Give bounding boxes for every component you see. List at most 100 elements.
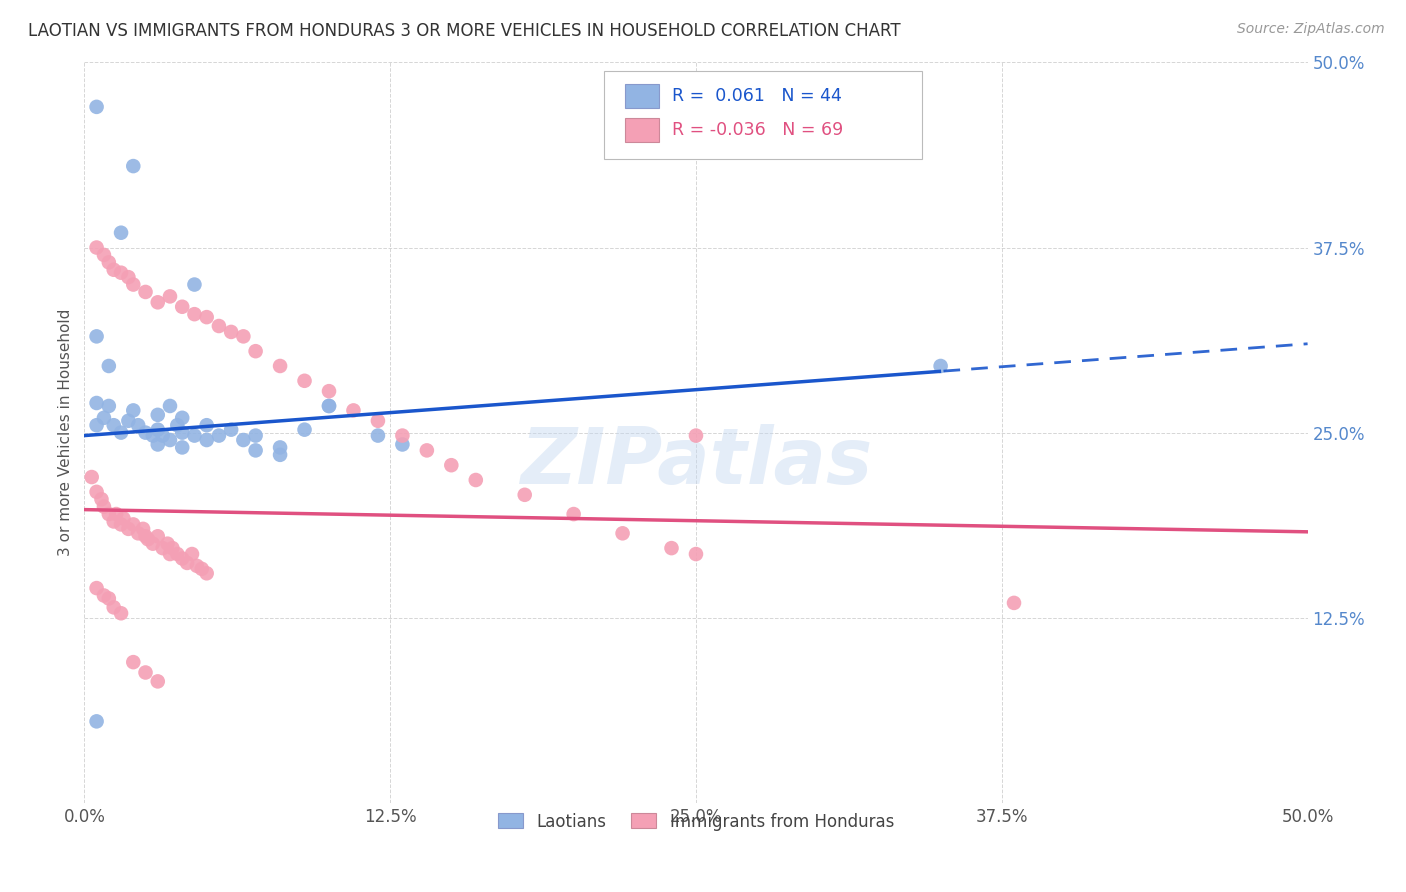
Point xyxy=(172,551,194,566)
Point xyxy=(86,484,108,499)
Point xyxy=(86,418,108,433)
Point xyxy=(93,589,115,603)
Point xyxy=(318,399,340,413)
Text: ZIPatlas: ZIPatlas xyxy=(520,425,872,500)
Point xyxy=(93,500,115,514)
Point xyxy=(191,562,214,576)
Point xyxy=(166,418,188,433)
Point xyxy=(117,414,139,428)
Point xyxy=(195,310,218,325)
Point xyxy=(685,547,707,561)
Point xyxy=(159,289,181,303)
Point xyxy=(110,425,132,440)
Point xyxy=(146,437,169,451)
Point xyxy=(97,255,120,269)
Point xyxy=(176,556,198,570)
Point xyxy=(122,159,145,173)
Point xyxy=(86,581,108,595)
Point xyxy=(152,428,174,442)
Point xyxy=(97,507,120,521)
Point xyxy=(929,359,952,373)
Point xyxy=(685,428,707,442)
Point xyxy=(80,470,103,484)
Point xyxy=(127,526,149,541)
Point xyxy=(208,318,231,333)
Point xyxy=(159,547,181,561)
Bar xyxy=(626,84,659,108)
Point xyxy=(135,425,157,440)
Point xyxy=(122,277,145,292)
Point xyxy=(103,418,125,433)
Point xyxy=(232,329,254,343)
Point xyxy=(245,443,267,458)
Point xyxy=(562,507,585,521)
Point xyxy=(142,536,165,550)
Point xyxy=(166,547,188,561)
Point xyxy=(146,674,169,689)
Point xyxy=(219,325,242,339)
Point xyxy=(318,399,340,413)
Point xyxy=(117,270,139,285)
Text: LAOTIAN VS IMMIGRANTS FROM HONDURAS 3 OR MORE VEHICLES IN HOUSEHOLD CORRELATION : LAOTIAN VS IMMIGRANTS FROM HONDURAS 3 OR… xyxy=(28,22,901,40)
Point xyxy=(122,403,145,417)
Point xyxy=(172,410,194,425)
Point xyxy=(440,458,463,473)
Point xyxy=(367,414,389,428)
Point xyxy=(86,240,108,255)
Point xyxy=(245,428,267,442)
Point xyxy=(342,403,364,417)
Point xyxy=(269,441,291,455)
Point xyxy=(152,541,174,555)
Point xyxy=(208,428,231,442)
Point xyxy=(172,425,194,440)
Point xyxy=(110,266,132,280)
Point xyxy=(135,529,157,543)
Point xyxy=(1002,596,1025,610)
Point xyxy=(110,517,132,532)
Text: Source: ZipAtlas.com: Source: ZipAtlas.com xyxy=(1237,22,1385,37)
Point xyxy=(245,344,267,359)
Point xyxy=(135,665,157,680)
Point xyxy=(186,558,208,573)
Point xyxy=(183,428,205,442)
Point xyxy=(181,547,204,561)
Point xyxy=(612,526,634,541)
Point xyxy=(294,374,316,388)
Point xyxy=(219,423,242,437)
Point xyxy=(159,399,181,413)
Point xyxy=(117,522,139,536)
Point xyxy=(172,441,194,455)
Bar xyxy=(626,118,659,142)
Point xyxy=(86,714,108,729)
Point xyxy=(122,517,145,532)
Point xyxy=(269,359,291,373)
Point xyxy=(318,384,340,399)
Point xyxy=(97,359,120,373)
Point xyxy=(86,396,108,410)
Point xyxy=(156,536,179,550)
Text: R = -0.036   N = 69: R = -0.036 N = 69 xyxy=(672,120,842,139)
Point xyxy=(135,285,157,299)
Point xyxy=(195,566,218,581)
Point xyxy=(103,600,125,615)
Point xyxy=(183,307,205,321)
Point xyxy=(105,507,128,521)
Point xyxy=(195,433,218,447)
Point xyxy=(391,437,413,451)
Text: R =  0.061   N = 44: R = 0.061 N = 44 xyxy=(672,87,841,104)
Point xyxy=(416,443,439,458)
Point xyxy=(93,410,115,425)
Point xyxy=(103,262,125,277)
Point xyxy=(661,541,683,555)
Point xyxy=(367,428,389,442)
Point xyxy=(132,522,155,536)
Point xyxy=(103,515,125,529)
Point xyxy=(112,511,135,525)
Point xyxy=(464,473,486,487)
Point xyxy=(195,418,218,433)
Point xyxy=(269,448,291,462)
Point xyxy=(93,248,115,262)
Point xyxy=(232,433,254,447)
Y-axis label: 3 or more Vehicles in Household: 3 or more Vehicles in Household xyxy=(58,309,73,557)
Point xyxy=(183,277,205,292)
